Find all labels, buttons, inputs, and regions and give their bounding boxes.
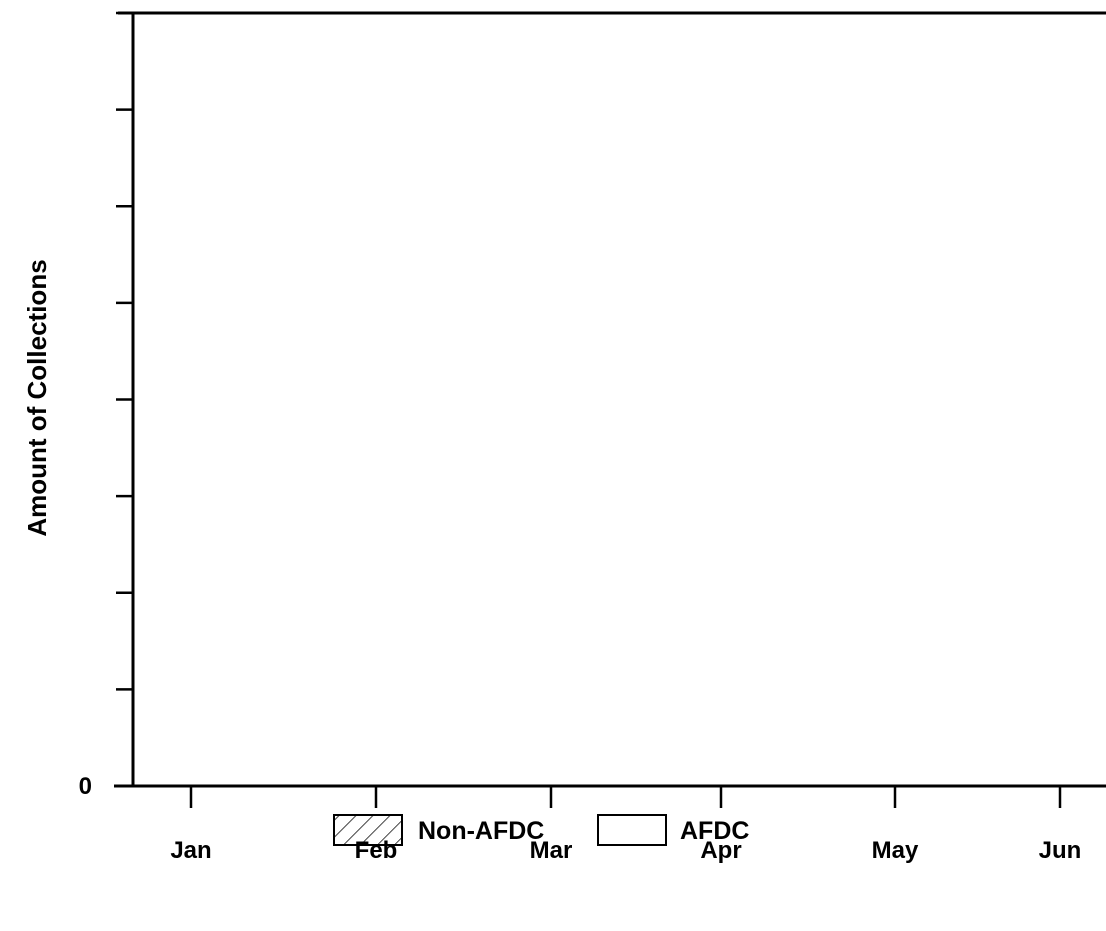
legend-swatch-non-afdc <box>333 814 403 846</box>
x-tick-label: May <box>872 837 919 864</box>
legend: Non-AFDC AFDC <box>333 814 749 846</box>
y-axis-ticks: 0 <box>79 11 133 800</box>
x-tick-label: Mar <box>530 837 573 864</box>
x-tick-label: Apr <box>700 837 741 864</box>
y-axis-title: Amount of Collections <box>22 259 52 536</box>
x-tick-label: Jan <box>170 837 211 864</box>
y-tick-label: 0 <box>79 773 92 800</box>
legend-label-afdc: AFDC <box>680 817 749 845</box>
legend-swatch-afdc <box>597 814 667 846</box>
legend-label-non-afdc: Non-AFDC <box>418 817 544 845</box>
x-axis-ticks: Jan Feb Mar Apr May Jun <box>170 786 1081 864</box>
x-tick-label: Jun <box>1039 837 1082 864</box>
